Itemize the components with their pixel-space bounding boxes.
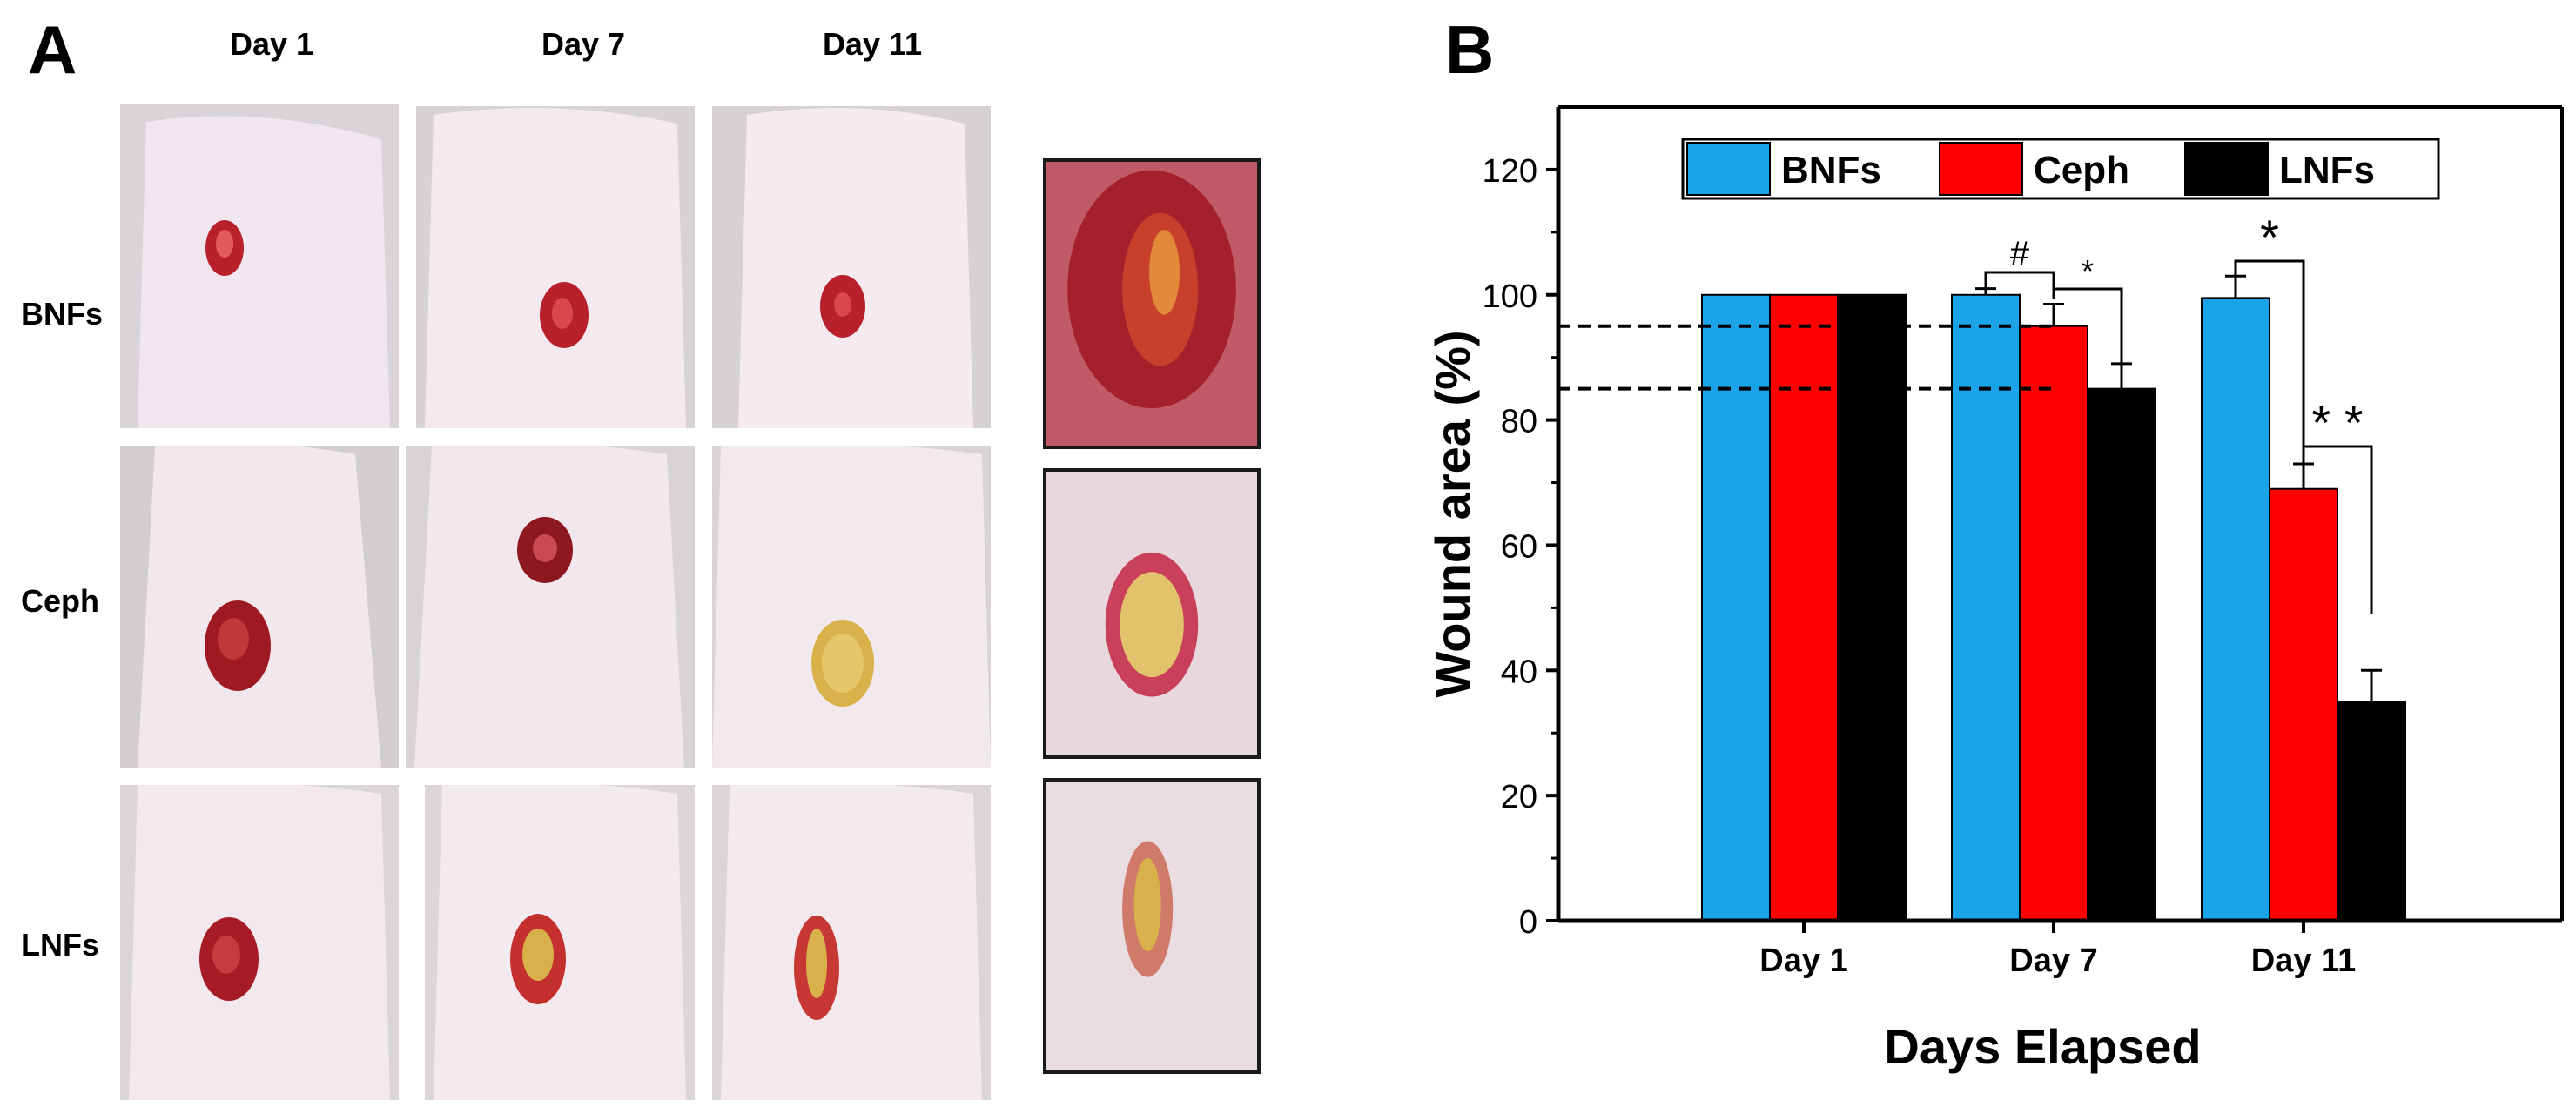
legend-label-lnfs: LNFs (2279, 149, 2375, 191)
significance-mark: * * (2311, 395, 2363, 450)
wound-photo-lnfs-day-7 (425, 785, 695, 1100)
bar-bnfs-day-11 (2201, 297, 2270, 922)
y-tick-label: 0 (1519, 904, 1537, 941)
y-tick-label: 80 (1501, 404, 1537, 440)
column-header-day-1: Day 1 (229, 26, 314, 62)
x-tick-label: Day 11 (2251, 943, 2356, 979)
wound-photo-lnfs-day-1 (120, 785, 399, 1100)
panel-b-label: B (1445, 11, 1495, 88)
significance-mark: # (2010, 235, 2030, 273)
bar-bnfs-day-1 (1701, 293, 1771, 922)
row-header-ceph: Ceph (21, 583, 99, 619)
bar-ceph-day-1 (1769, 293, 1839, 922)
bar-lnfs-day-1 (1837, 293, 1907, 922)
zoom-inset-ceph (1043, 468, 1261, 759)
wound-photo-ceph-day-1 (120, 446, 399, 768)
x-tick-label: Day 1 (1759, 943, 1847, 979)
bar-ceph-day-7 (2019, 325, 2088, 922)
y-tick-label: 60 (1501, 528, 1537, 565)
column-header-day-7: Day 7 (541, 26, 626, 62)
legend-swatch-bnfs (1686, 142, 1771, 196)
legend-label-bnfs: BNFs (1781, 149, 1881, 191)
zoom-inset-lnfs (1043, 778, 1261, 1074)
y-tick-label: 20 (1501, 779, 1537, 815)
wound-photo-bnfs-day-1 (120, 104, 399, 428)
wound-photo-ceph-day-7 (406, 446, 695, 768)
significance-mark: * (2260, 210, 2279, 265)
bar-ceph-day-11 (2269, 487, 2338, 922)
significance-bracket (2234, 259, 2305, 487)
wound-photo-lnfs-day-11 (712, 785, 991, 1100)
legend-swatch-lnfs (2184, 142, 2269, 196)
column-header-day-11: Day 11 (822, 26, 923, 62)
legend-box (1681, 138, 2440, 200)
row-header-lnfs: LNFs (21, 927, 99, 963)
x-tick-label: Day 7 (2009, 943, 2097, 979)
zoom-inset-bnfs (1043, 158, 1261, 449)
significance-mark: * (2082, 253, 2094, 289)
y-tick-label: 40 (1501, 654, 1537, 690)
wound-photo-ceph-day-11 (712, 446, 991, 768)
wound-area-bar-chart: 0 20 40 60 80 100 120 Day 1 Day 7 Day 11 Days Elap… (1425, 105, 2564, 1074)
legend-label-ceph: Ceph (2034, 149, 2129, 191)
bar-lnfs-day-7 (2087, 387, 2156, 922)
legend-swatch-ceph (1939, 142, 2023, 196)
significance-bracket (2052, 287, 2123, 366)
bar-bnfs-day-7 (1951, 293, 2021, 922)
y-axis-title: Wound area (%) (1425, 330, 1480, 697)
wound-photo-bnfs-day-11 (712, 106, 991, 428)
x-axis-title: Days Elapsed (1884, 1019, 2201, 1074)
wound-photo-bnfs-day-7 (416, 106, 695, 428)
panel-a-label: A (28, 11, 77, 88)
significance-bracket (1984, 271, 2055, 288)
row-header-bnfs: BNFs (21, 296, 104, 332)
y-tick-label: 100 (1483, 278, 1537, 315)
y-tick-label: 120 (1483, 153, 1537, 190)
significance-bracket (2302, 445, 2373, 614)
bar-lnfs-day-11 (2337, 701, 2406, 922)
